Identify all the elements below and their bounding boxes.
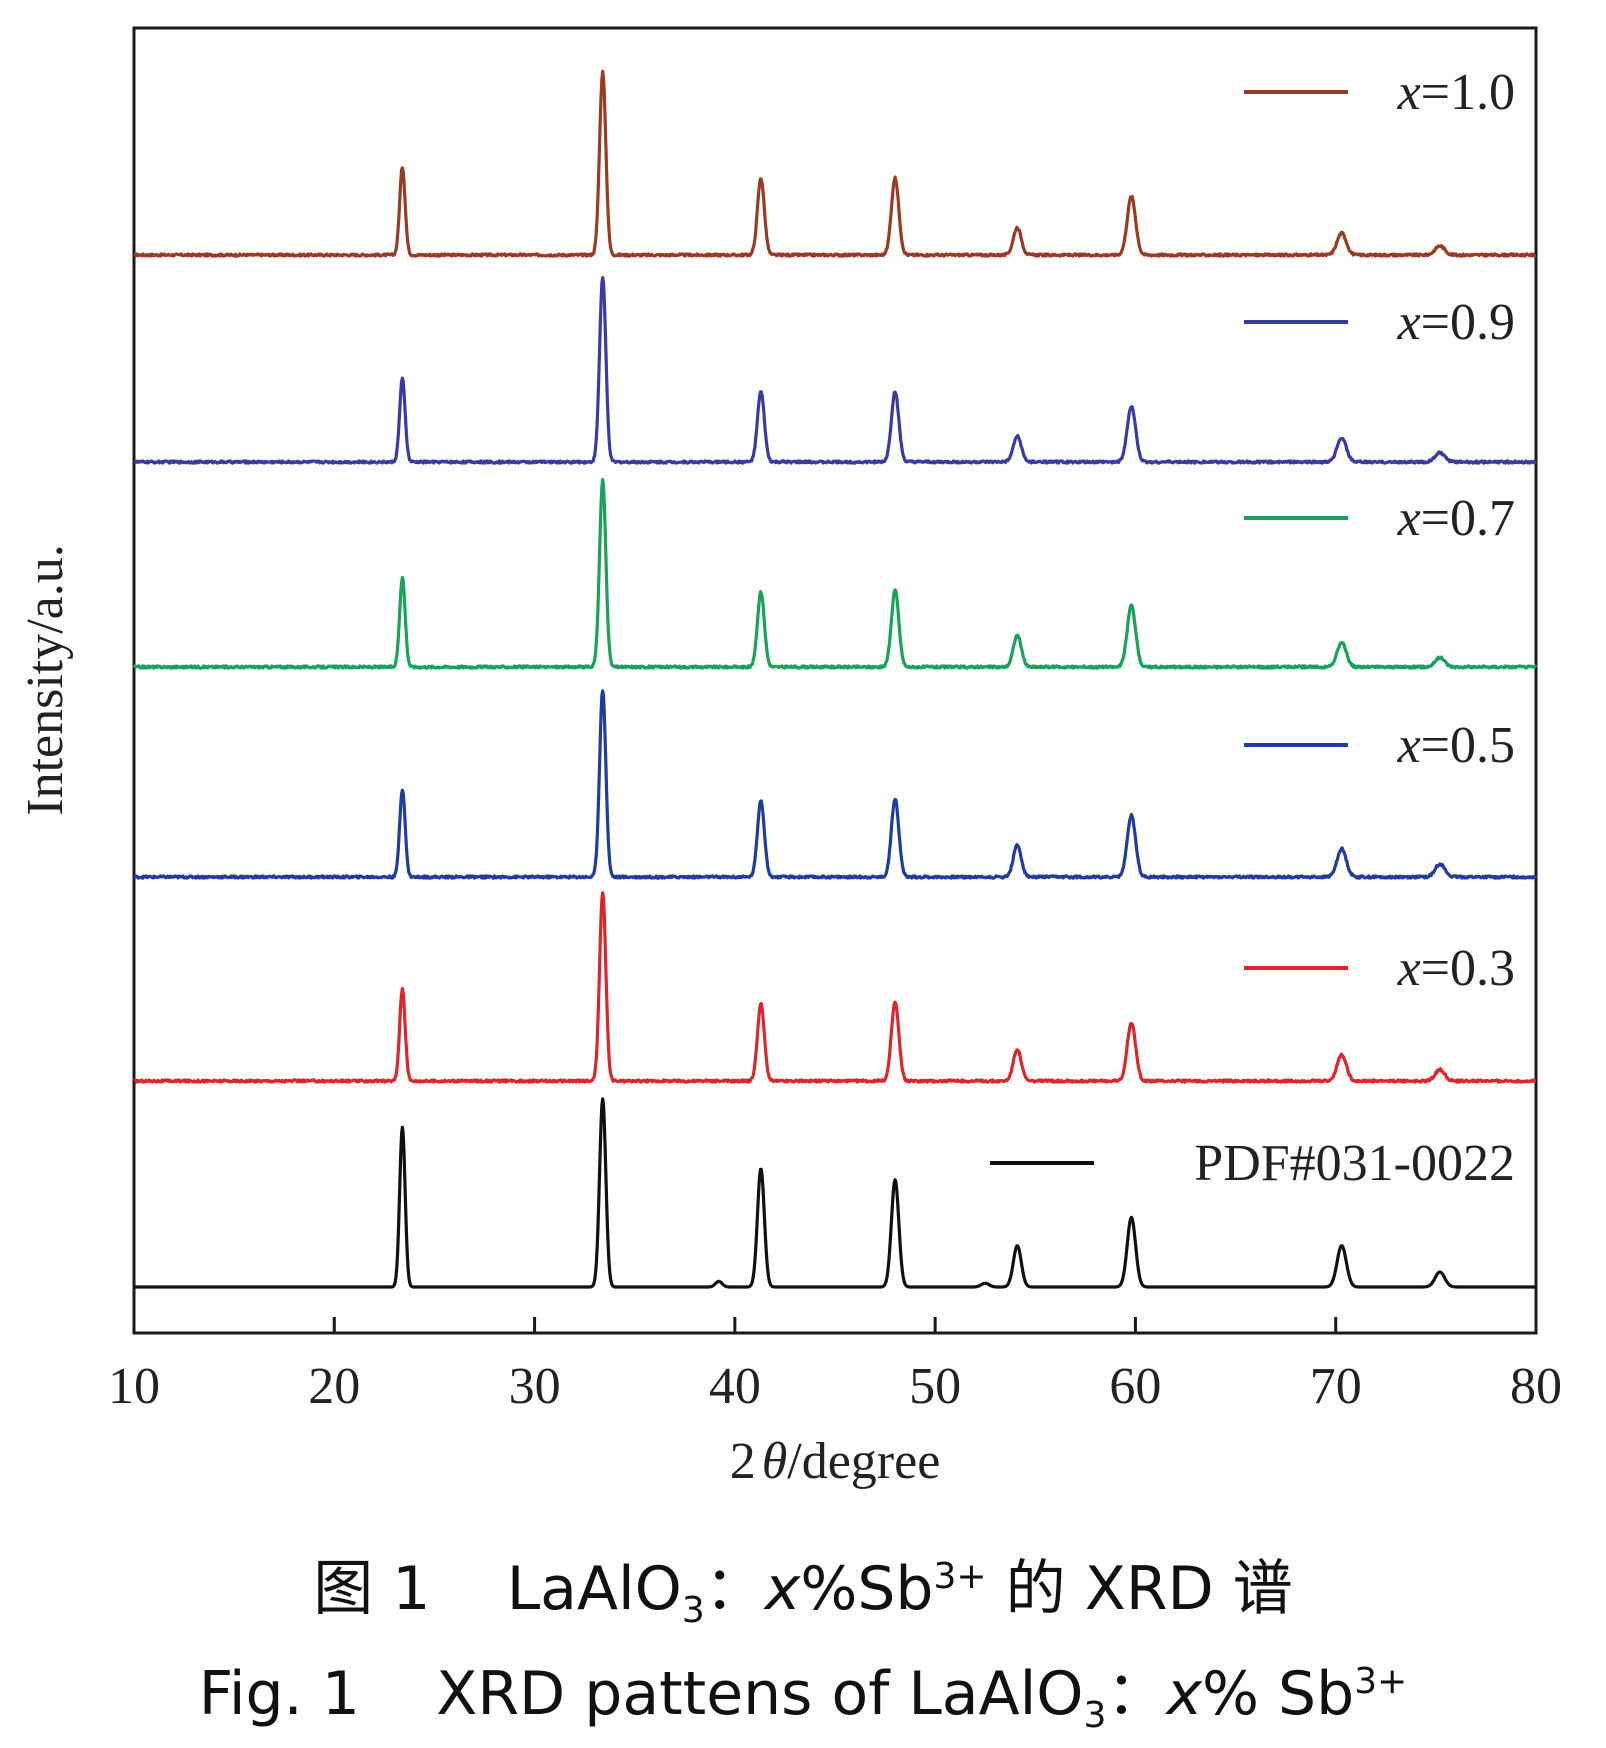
x-tick-label: 20 [308,1358,360,1415]
x-tick-label: 40 [709,1358,761,1415]
legend: x=1.0 x=0.9 x=0.7 x=0.5 x=0.3 PDF#031-0022 [990,64,1515,1192]
series-line-x-0-7 [132,478,1538,670]
legend-label: PDF#031-0022 [1194,1135,1515,1192]
x-tick-label: 60 [1109,1358,1161,1415]
series-curves [132,69,1538,1289]
x-axis-title: 2 θ/degree [730,1433,941,1490]
figure-caption-chinese: 图 1 LaAlO3：x%Sb3+ 的 XRD 谱 [313,1554,1293,1631]
x-tick-label: 80 [1510,1358,1562,1415]
x-tick-label: 30 [509,1358,561,1415]
legend-label: x=0.3 [1397,940,1515,997]
series-line-x-0-9 [132,276,1538,465]
legend-label: x=0.5 [1397,717,1515,774]
x-tick-label: 70 [1310,1358,1362,1415]
x-axis-ticks: 10 20 30 40 50 60 70 80 [108,1317,1562,1415]
plot-frame [132,26,1538,1335]
legend-label: x=0.7 [1397,490,1515,547]
xrd-chart: 10 20 30 40 50 60 70 80 x=1.0 x=0.9 x=0.7 x=0.5 x=0… [17,26,1562,1490]
legend-label: x=1.0 [1397,64,1515,121]
series-line-x-0-5 [133,689,1538,880]
legend-label: x=0.9 [1397,294,1515,351]
y-axis-title: Intensity/a.u. [17,544,74,816]
figure-caption-english: Fig. 1 XRD pattens of LaAlO3：x% Sb3+ [198,1659,1408,1736]
x-tick-label: 10 [108,1358,160,1415]
series-line-x-1-0 [133,69,1537,258]
x-tick-label: 50 [909,1358,961,1415]
series-line-x-0-3 [133,891,1537,1084]
series-line-pdf-031-0022 [133,1097,1537,1289]
